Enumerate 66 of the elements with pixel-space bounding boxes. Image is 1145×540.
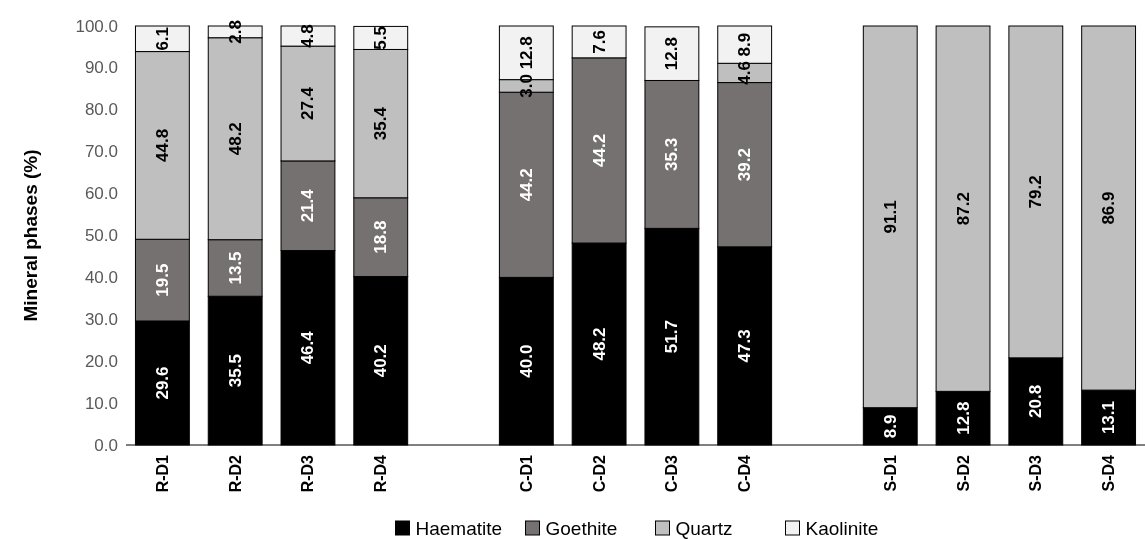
data-label: 18.8 (371, 220, 391, 254)
data-label: 12.8 (953, 401, 973, 435)
data-label: 21.4 (298, 188, 318, 223)
data-label: 4.8 (298, 24, 318, 48)
data-label: 91.1 (880, 200, 900, 234)
x-tick-label: C-D3 (663, 454, 681, 493)
legend-label: Kaolinite (805, 517, 879, 539)
data-label: 8.9 (735, 32, 755, 57)
data-label: 40.0 (516, 344, 536, 378)
data-label: 46.4 (298, 330, 318, 365)
data-label: 8.9 (880, 414, 900, 439)
data-label: 79.2 (1026, 175, 1046, 209)
y-tick-label: 20.0 (84, 351, 118, 371)
y-tick-label: 90.0 (84, 58, 118, 78)
data-label: 12.8 (662, 37, 682, 71)
data-label: 20.8 (1026, 384, 1046, 418)
data-label: 35.3 (662, 137, 682, 171)
x-tick-label: R-D3 (299, 454, 317, 493)
data-label: 6.1 (152, 26, 172, 51)
data-label: 51.7 (662, 320, 682, 354)
data-label: 13.5 (225, 251, 245, 285)
y-tick-label: 50.0 (84, 226, 118, 245)
data-label: 29.6 (152, 366, 172, 400)
x-tick-label: S-D4 (1100, 454, 1118, 492)
x-tick-label: S-D3 (1027, 454, 1045, 492)
y-tick-label: 100.0 (75, 16, 118, 36)
y-tick-label: 30.0 (84, 309, 118, 329)
x-tick-label: C-D1 (517, 454, 535, 493)
data-label: 86.9 (1099, 191, 1119, 225)
data-label: 2.8 (225, 20, 245, 44)
data-label: 12.8 (516, 36, 536, 70)
data-label: 47.3 (735, 329, 755, 363)
data-label: 7.6 (589, 30, 609, 54)
x-tick-label: R-D4 (372, 454, 390, 493)
data-label: 87.2 (953, 192, 973, 226)
y-tick-label: 70.0 (84, 142, 118, 162)
x-tick-label: S-D1 (881, 454, 899, 492)
data-label: 48.2 (589, 327, 609, 361)
y-tick-label: 40.0 (84, 267, 118, 287)
x-tick-label: R-D2 (226, 454, 244, 493)
x-tick-label: S-D2 (954, 454, 972, 492)
y-tick-label: 10.0 (84, 393, 118, 413)
data-label: 3.0 (516, 74, 536, 98)
data-label: 44.8 (152, 128, 172, 162)
data-label: 48.2 (225, 122, 245, 156)
data-label: 5.5 (371, 26, 391, 50)
data-label: 35.5 (225, 354, 245, 388)
x-tick-label: R-D1 (153, 454, 171, 493)
data-label: 4.6 (735, 61, 755, 85)
y-axis-title: Mineral phases (%) (19, 149, 41, 322)
data-label: 39.2 (735, 148, 755, 182)
data-label: 44.2 (589, 133, 609, 167)
legend-label: Haematite (415, 517, 503, 539)
data-label: 35.4 (371, 106, 391, 141)
data-label: 40.2 (371, 344, 391, 378)
data-label: 19.5 (152, 263, 172, 297)
x-tick-label: C-D4 (736, 454, 754, 493)
data-label: 44.2 (516, 168, 536, 202)
legend-label: Quartz (675, 517, 733, 539)
x-tick-label: C-D2 (590, 454, 608, 493)
data-label: 13.1 (1099, 401, 1119, 435)
data-label: 27.4 (298, 86, 318, 121)
y-tick-label: 80.0 (84, 100, 118, 120)
legend-label: Goethite (545, 517, 618, 539)
y-tick-label: 0.0 (94, 435, 118, 455)
y-tick-label: 60.0 (84, 184, 118, 204)
